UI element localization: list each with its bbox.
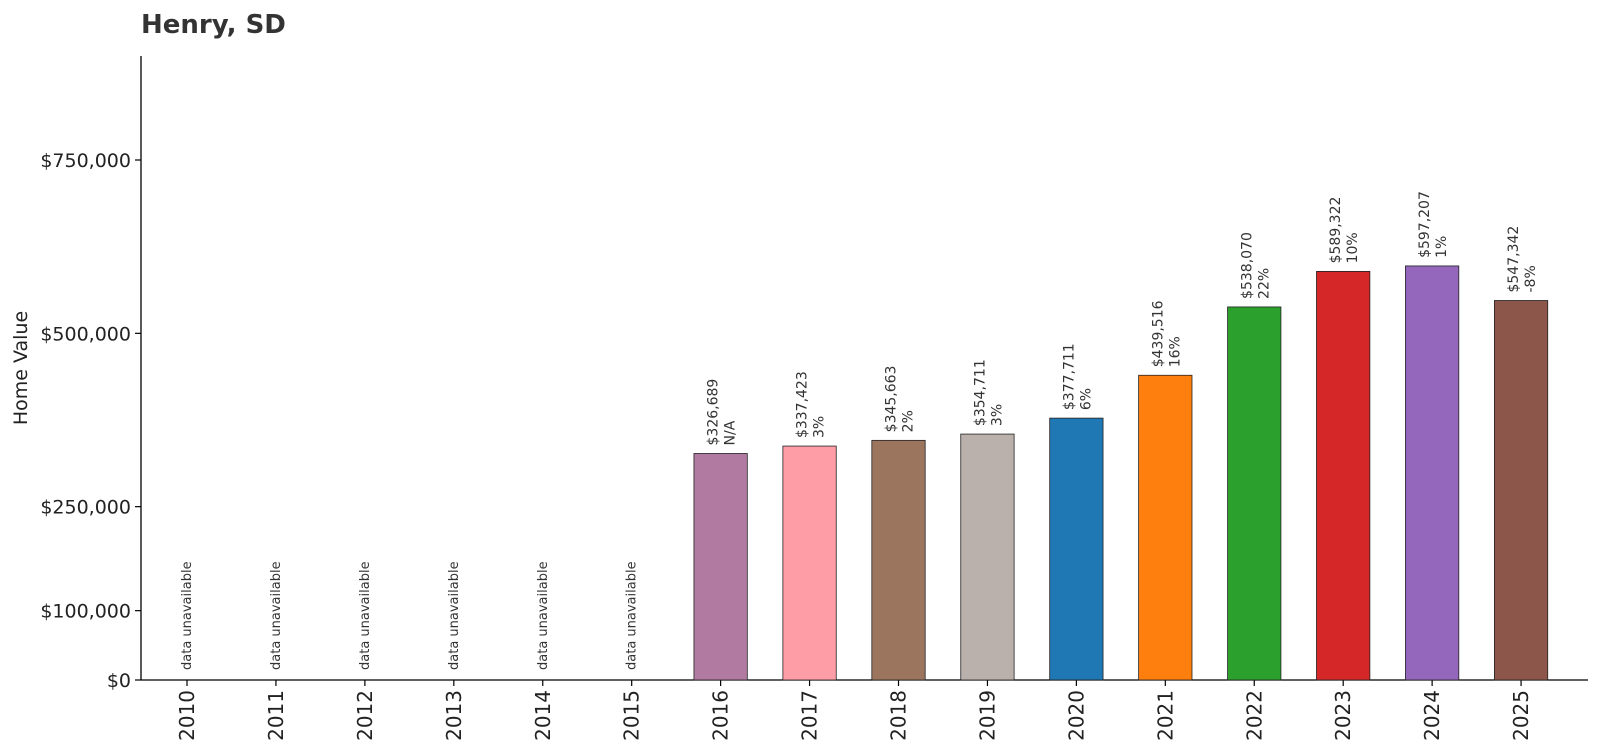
x-tick-label: 2015 bbox=[620, 690, 644, 741]
bar-2017 bbox=[782, 445, 837, 681]
x-tick-label: 2024 bbox=[1420, 690, 1444, 741]
bar-change-label: N/A bbox=[723, 420, 739, 445]
x-tick-label: 2022 bbox=[1242, 690, 1266, 741]
y-tick-label: $0 bbox=[107, 670, 131, 692]
missing-data-label: data unavailable bbox=[536, 561, 551, 670]
plot-area: $0 $100,000 $250,000 $500,000 $750,000 2010 da… bbox=[40, 56, 1588, 741]
bar-value-label: $597,207 bbox=[1417, 191, 1433, 258]
x-tick-label: 2016 bbox=[709, 690, 733, 741]
x-tick-label: 2012 bbox=[353, 690, 377, 741]
y-tick-label: $500,000 bbox=[40, 323, 131, 345]
bar-value-label: $345,663 bbox=[884, 366, 900, 433]
bar-2019 bbox=[960, 433, 1015, 681]
bar-value-label: $439,516 bbox=[1150, 300, 1166, 367]
bar-value-label: $326,689 bbox=[706, 379, 722, 446]
x-tick-label: 2013 bbox=[442, 690, 466, 741]
missing-data-label: data unavailable bbox=[447, 561, 462, 670]
missing-data-label: data unavailable bbox=[358, 561, 373, 670]
bar-change-label: 2% bbox=[901, 410, 917, 432]
x-tick-label: 2020 bbox=[1064, 690, 1088, 741]
y-tick-label: $750,000 bbox=[40, 150, 131, 172]
x-tick-label: 2025 bbox=[1509, 690, 1533, 741]
x-tick-label: 2017 bbox=[798, 690, 822, 741]
bar-2022 bbox=[1227, 306, 1282, 681]
x-tick-label: 2011 bbox=[264, 690, 288, 741]
bar-value-label: $538,070 bbox=[1239, 232, 1255, 299]
x-tick-label: 2010 bbox=[175, 690, 199, 741]
bar-change-label: 16% bbox=[1167, 336, 1183, 367]
bar-value-label: $377,711 bbox=[1061, 343, 1077, 410]
missing-data-label: data unavailable bbox=[269, 561, 284, 670]
x-tick-label: 2021 bbox=[1153, 690, 1177, 741]
bar-change-label: 6% bbox=[1078, 388, 1094, 410]
bar-value-label: $589,322 bbox=[1328, 197, 1344, 264]
bar-change-label: 3% bbox=[989, 404, 1005, 426]
bar-change-label: 3% bbox=[812, 416, 828, 438]
bar-value-label: $547,342 bbox=[1506, 226, 1522, 293]
bar-change-label: 1% bbox=[1434, 236, 1450, 258]
y-tick-label: $250,000 bbox=[40, 497, 131, 519]
x-tick-label: 2023 bbox=[1331, 690, 1355, 741]
bar-2025 bbox=[1493, 300, 1549, 681]
bar-value-label: $337,423 bbox=[795, 371, 811, 438]
chart-title: Henry, SD bbox=[141, 10, 286, 40]
bar-2016 bbox=[693, 453, 748, 681]
bar-2021 bbox=[1138, 374, 1193, 681]
missing-data-label: data unavailable bbox=[180, 561, 195, 670]
bar-2018 bbox=[871, 439, 926, 681]
bar-2020 bbox=[1049, 417, 1104, 681]
missing-data-label: data unavailable bbox=[625, 561, 640, 670]
bar-2024 bbox=[1405, 265, 1460, 681]
x-tick-label: 2014 bbox=[531, 690, 555, 741]
y-tick-label: $100,000 bbox=[40, 601, 131, 623]
bar-value-label: $354,711 bbox=[972, 359, 988, 426]
bar-2023 bbox=[1316, 271, 1371, 681]
bar-change-label: 10% bbox=[1345, 232, 1361, 263]
bar-change-label: 22% bbox=[1256, 268, 1272, 299]
bar-change-label: -8% bbox=[1523, 265, 1539, 292]
x-tick-label: 2018 bbox=[887, 690, 911, 741]
y-axis-label: Home Value bbox=[10, 311, 32, 425]
x-tick-label: 2019 bbox=[975, 690, 999, 741]
